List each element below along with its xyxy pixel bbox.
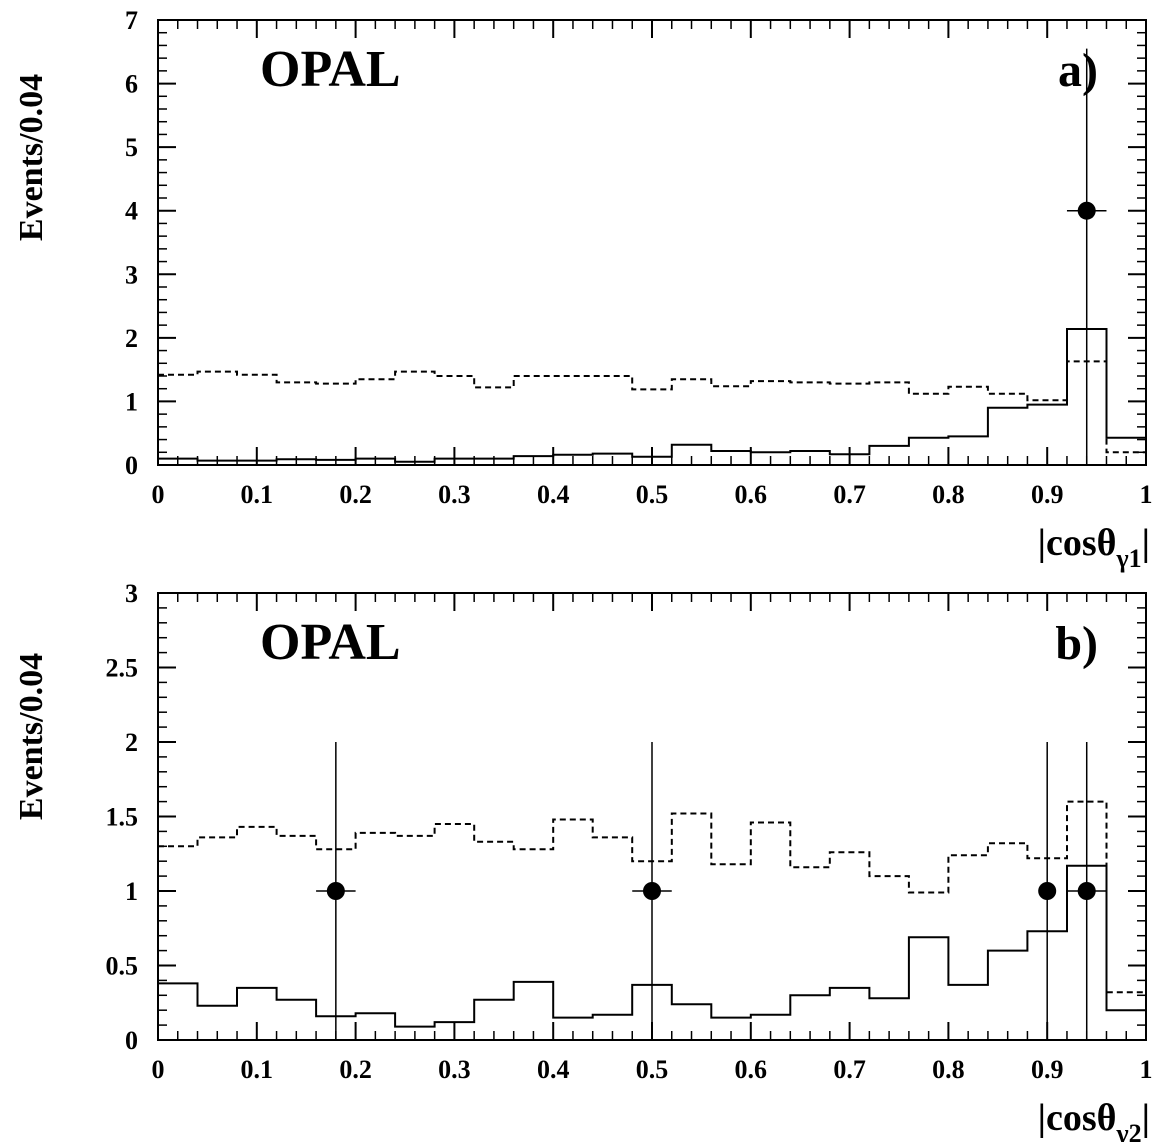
data-point-marker	[1038, 882, 1057, 900]
x-tick-label: 1	[1140, 1055, 1153, 1084]
data-points	[1066, 48, 1107, 465]
panel-a: 0 0.1 0.2 0.3 0.4 0.5 0.6 0.7 0.8 0.9 1 0 1 2 3 4 5 6 7 Ev…	[13, 6, 1153, 573]
x-axis-label-subscript: γ1	[1115, 544, 1141, 573]
y-tick-label: 4	[125, 197, 138, 226]
x-tick-label: 0.2	[339, 1055, 372, 1084]
histograms	[158, 328, 1146, 463]
x-tick-label: 0.8	[932, 1055, 965, 1084]
histogram-solid	[158, 328, 1146, 463]
y-tick-label: 2	[125, 728, 138, 757]
histogram-dashed	[158, 360, 1146, 454]
x-tick-label: 0.7	[833, 1055, 866, 1084]
data-point-marker	[326, 882, 345, 900]
x-tick-label: 1	[1140, 480, 1153, 509]
x-tick-label: 0.6	[735, 480, 768, 509]
y-tick-label: 5	[125, 133, 138, 162]
x-tick-label: 0.9	[1031, 1055, 1064, 1084]
panel-b: 0 0.1 0.2 0.3 0.4 0.5 0.6 0.7 0.8 0.9 1 0 0.5 1 1.5 2 2.…	[13, 579, 1153, 1142]
x-tick-label: 0	[152, 480, 165, 509]
experiment-label: OPAL	[260, 614, 401, 671]
x-tick-label: 0.5	[636, 480, 669, 509]
y-tick-label: 3	[125, 579, 138, 608]
x-tick-label: 0.3	[438, 1055, 471, 1084]
y-tick-label: 0	[125, 451, 138, 480]
x-tick-label: 0.6	[735, 1055, 768, 1084]
panel-label: b)	[1055, 617, 1098, 670]
y-tick-label: 3	[125, 260, 138, 289]
y-tick-label: 1	[125, 877, 138, 906]
y-axis-label: Events/0.04	[13, 74, 50, 241]
x-tick-label: 0.5	[636, 1055, 669, 1084]
experiment-label: OPAL	[260, 41, 401, 98]
x-tick-label: 0	[152, 1055, 165, 1084]
data-point-marker	[1077, 201, 1096, 220]
axis-ticks: 0 0.1 0.2 0.3 0.4 0.5 0.6 0.7 0.8 0.9 1 0 1 2 3 4 5 6 7	[125, 6, 1153, 509]
x-tick-label: 0.3	[438, 480, 471, 509]
y-tick-label: 7	[125, 6, 138, 35]
x-axis-label-main: |cosθ	[1038, 522, 1117, 564]
panel-label: a)	[1058, 44, 1098, 97]
axis-ticks: 0 0.1 0.2 0.3 0.4 0.5 0.6 0.7 0.8 0.9 1 0 0.5 1 1.5 2 2.…	[106, 579, 1153, 1084]
y-tick-label: 2	[125, 324, 138, 353]
data-points	[316, 742, 1107, 1040]
data-point-marker	[1077, 882, 1096, 900]
x-axis-label: |cosθγ2|	[1038, 1097, 1150, 1142]
x-tick-label: 0.4	[537, 1055, 570, 1084]
y-tick-label: 2.5	[106, 654, 139, 683]
x-tick-label: 0.1	[241, 480, 274, 509]
y-tick-label: 1.5	[106, 803, 139, 832]
data-point-marker	[643, 882, 661, 900]
x-tick-label: 0.2	[339, 480, 372, 509]
x-tick-label: 0.4	[537, 480, 570, 509]
y-tick-label: 6	[125, 70, 138, 99]
x-tick-label: 0.7	[833, 480, 866, 509]
x-tick-label: 0.1	[241, 1055, 274, 1084]
y-tick-label: 1	[125, 387, 138, 416]
x-tick-label: 0.8	[932, 480, 965, 509]
x-axis-label-main: |cosθ	[1038, 1097, 1117, 1139]
x-axis-label-end: |	[1142, 522, 1150, 564]
x-axis-label-end: |	[1142, 1097, 1150, 1139]
y-tick-label: 0	[125, 1026, 138, 1055]
x-axis-label-subscript: γ2	[1115, 1119, 1141, 1142]
x-tick-label: 0.9	[1031, 480, 1064, 509]
y-tick-label: 0.5	[106, 952, 139, 981]
x-axis-label: |cosθγ1|	[1038, 522, 1150, 573]
y-axis-label: Events/0.04	[13, 653, 50, 820]
